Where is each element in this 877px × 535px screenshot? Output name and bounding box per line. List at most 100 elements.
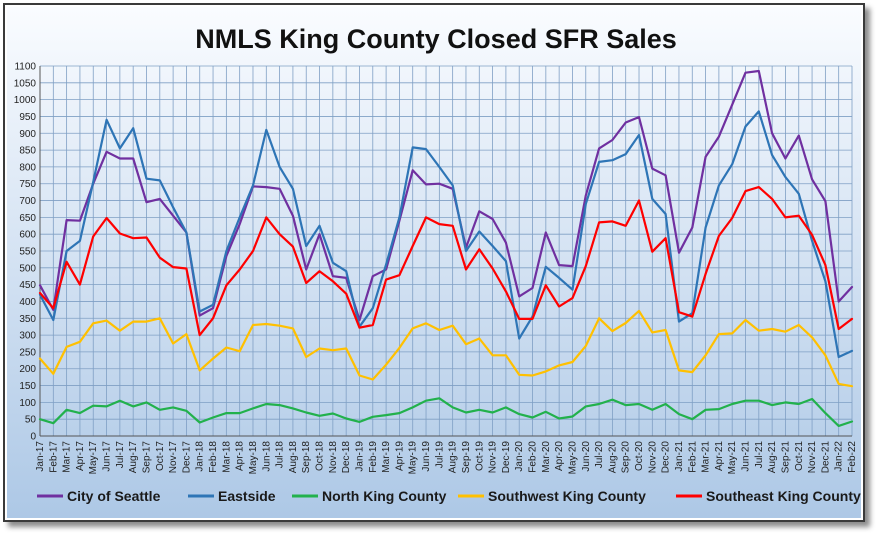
x-tick-label: May-21 bbox=[727, 441, 738, 475]
y-tick-label: 700 bbox=[19, 196, 36, 207]
y-tick-label: 800 bbox=[19, 162, 36, 173]
y-tick-label: 750 bbox=[19, 179, 36, 190]
x-tick-label: Nov-21 bbox=[807, 441, 818, 474]
y-tick-label: 100 bbox=[19, 398, 36, 409]
x-tick-label: Feb-22 bbox=[847, 441, 858, 473]
x-tick-label: Aug-18 bbox=[288, 441, 299, 474]
x-tick-label: May-19 bbox=[408, 441, 419, 475]
x-tick-label: Nov-18 bbox=[328, 441, 339, 474]
x-tick-label: Jul-21 bbox=[754, 441, 765, 469]
y-tick-label: 1100 bbox=[14, 62, 36, 73]
x-tick-label: Jan-19 bbox=[354, 441, 365, 472]
x-tick-label: Jan-18 bbox=[195, 441, 206, 472]
x-tick-label: Jan-17 bbox=[35, 441, 46, 472]
chart-title: NMLS King County Closed SFR Sales bbox=[195, 24, 677, 54]
y-tick-label: 300 bbox=[19, 331, 36, 342]
x-tick-label: May-17 bbox=[88, 441, 99, 475]
y-tick-label: 950 bbox=[19, 112, 36, 123]
x-tick-label: Apr-18 bbox=[235, 441, 246, 471]
x-tick-label: Apr-19 bbox=[394, 441, 405, 471]
x-tick-label: Jun-18 bbox=[261, 441, 272, 472]
x-tick-label: Jan-21 bbox=[674, 441, 685, 472]
x-tick-label: Jul-18 bbox=[275, 441, 286, 469]
x-tick-label: Oct-18 bbox=[315, 441, 326, 471]
legend-label: Southeast King County bbox=[706, 488, 861, 504]
y-tick-label: 450 bbox=[19, 280, 36, 291]
series-line-north-king-county bbox=[38, 397, 854, 427]
y-tick-label: 600 bbox=[19, 230, 36, 241]
legend-label: Eastside bbox=[218, 488, 276, 504]
legend: City of Seattle Eastside North King County… bbox=[37, 488, 861, 504]
x-tick-label: Aug-17 bbox=[128, 441, 139, 474]
x-tick-label: Jun-20 bbox=[581, 441, 592, 472]
x-tick-label: Aug-21 bbox=[767, 441, 778, 474]
x-tick-label: Mar-19 bbox=[381, 441, 392, 473]
y-axis: 0 50 100 150 200 250 300 350 400 450 500 550 600 650 7… bbox=[14, 62, 41, 443]
x-tick-label: Oct-17 bbox=[155, 441, 166, 471]
y-tick-label: 650 bbox=[19, 213, 36, 224]
x-tick-label: Apr-17 bbox=[75, 441, 86, 471]
legend-label: City of Seattle bbox=[67, 488, 161, 504]
x-tick-label: Apr-20 bbox=[554, 441, 565, 471]
y-tick-label: 1050 bbox=[14, 78, 37, 89]
y-tick-label: 150 bbox=[19, 381, 36, 392]
y-tick-label: 850 bbox=[19, 146, 36, 157]
chart-frame bbox=[3, 3, 865, 522]
x-tick-label: May-20 bbox=[567, 441, 578, 475]
legend-label: Southwest King County bbox=[488, 488, 646, 504]
x-tick-label: Jul-20 bbox=[594, 441, 605, 469]
x-tick-label: Sep-19 bbox=[461, 441, 472, 474]
x-tick-label: Dec-19 bbox=[501, 441, 512, 474]
x-tick-label: Apr-21 bbox=[714, 441, 725, 471]
x-tick-label: Nov-17 bbox=[168, 441, 179, 474]
x-tick-label: Sep-20 bbox=[621, 441, 632, 474]
x-tick-label: Feb-21 bbox=[687, 441, 698, 473]
y-tick-label: 900 bbox=[19, 129, 36, 140]
x-tick-label: Mar-18 bbox=[221, 441, 232, 473]
x-tick-label: Sep-18 bbox=[301, 441, 312, 474]
x-tick-label: Feb-20 bbox=[528, 441, 539, 473]
x-axis: Jan-17 Mar-17 May-17 Jul-17 Sep-17 Nov-17 Jan-… bbox=[35, 435, 858, 475]
x-tick-label: Feb-18 bbox=[208, 441, 219, 473]
x-tick-label: Mar-21 bbox=[701, 441, 712, 473]
series-lines bbox=[38, 69, 854, 427]
series-line-eastside bbox=[38, 110, 854, 359]
x-tick-label: Sep-17 bbox=[141, 441, 152, 474]
x-tick-label: Feb-19 bbox=[368, 441, 379, 473]
x-tick-label: Dec-17 bbox=[181, 441, 192, 474]
line-chart: NMLS King County Closed SFR Sales 0 50 100… bbox=[7, 7, 861, 518]
y-tick-label: 50 bbox=[25, 415, 37, 426]
series-line-southwest-king-county bbox=[38, 309, 854, 388]
x-tick-label: Aug-20 bbox=[607, 441, 618, 474]
legend-label: North King County bbox=[322, 488, 447, 504]
x-tick-label: Jun-17 bbox=[102, 441, 113, 472]
y-tick-label: 350 bbox=[19, 314, 36, 325]
y-tick-label: 0 bbox=[30, 432, 36, 443]
x-tick-label: Jun-19 bbox=[421, 441, 432, 472]
x-tick-label: May-18 bbox=[248, 441, 259, 475]
x-tick-label: Oct-21 bbox=[794, 441, 805, 471]
x-tick-label: Oct-19 bbox=[474, 441, 485, 471]
x-tick-label: Dec-18 bbox=[341, 441, 352, 474]
x-tick-label: Sep-21 bbox=[780, 441, 791, 474]
y-tick-label: 1000 bbox=[14, 95, 37, 106]
y-tick-label: 500 bbox=[19, 263, 36, 274]
x-tick-label: Jul-19 bbox=[434, 441, 445, 469]
x-tick-label: Jan-22 bbox=[834, 441, 845, 472]
x-tick-label: Aug-19 bbox=[448, 441, 459, 474]
y-tick-label: 200 bbox=[19, 364, 36, 375]
x-tick-label: Mar-20 bbox=[541, 441, 552, 473]
x-tick-label: Feb-17 bbox=[48, 441, 59, 473]
x-tick-label: Mar-17 bbox=[62, 441, 73, 473]
x-tick-label: Dec-20 bbox=[661, 441, 672, 474]
x-tick-label: Jun-21 bbox=[741, 441, 752, 472]
x-tick-label: Nov-19 bbox=[488, 441, 499, 474]
x-tick-label: Jan-20 bbox=[514, 441, 525, 472]
y-tick-label: 550 bbox=[19, 247, 36, 258]
y-tick-label: 400 bbox=[19, 297, 36, 308]
x-tick-label: Jul-17 bbox=[115, 441, 126, 469]
series-line-city-of-seattle bbox=[38, 69, 854, 322]
x-tick-label: Oct-20 bbox=[634, 441, 645, 471]
x-tick-label: Nov-20 bbox=[647, 441, 658, 474]
y-tick-label: 250 bbox=[19, 347, 36, 358]
